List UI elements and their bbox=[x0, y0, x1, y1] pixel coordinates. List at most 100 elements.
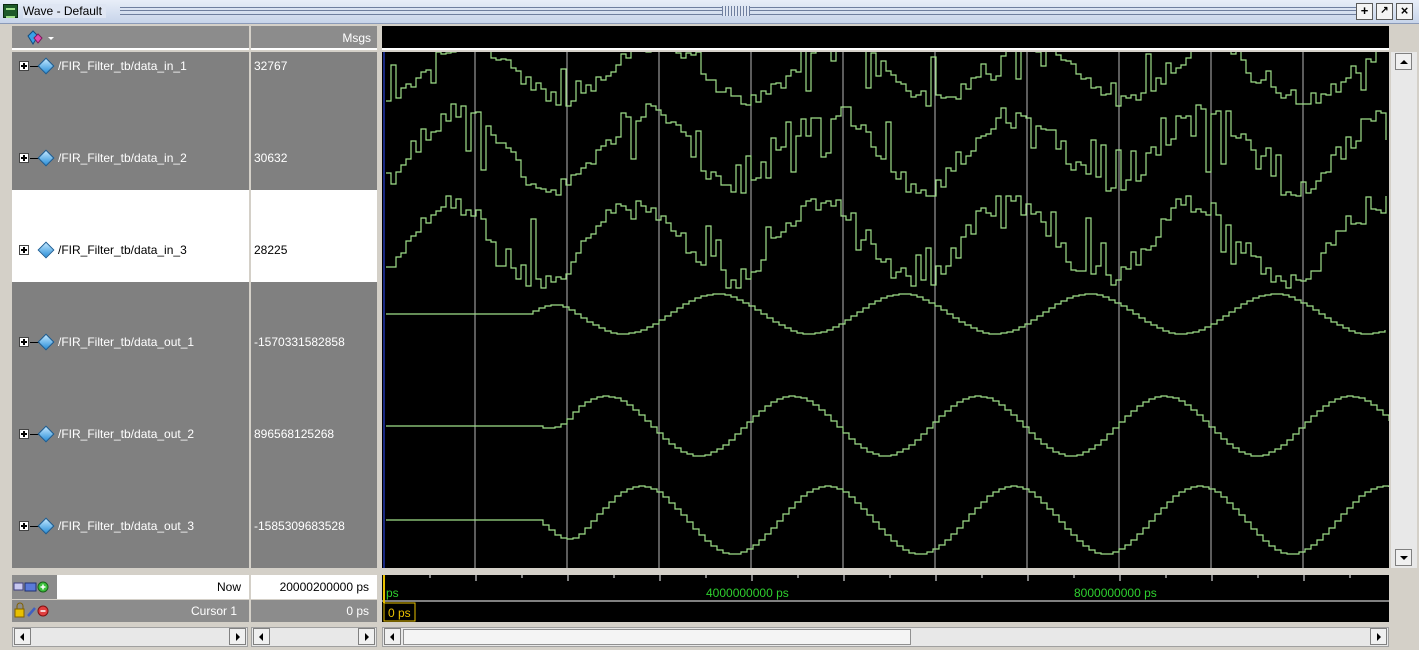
cursor-time-label: 0 ps bbox=[388, 606, 411, 620]
signal-diamond-icon bbox=[37, 517, 55, 535]
signal-waveform[interactable] bbox=[386, 485, 1389, 555]
signal-value: 32767 bbox=[254, 59, 288, 73]
signal-value: 896568125268 bbox=[254, 427, 335, 441]
values-hscroll[interactable] bbox=[251, 627, 377, 647]
signal-waveform[interactable] bbox=[386, 293, 1386, 335]
undock-button[interactable]: ↗ bbox=[1376, 3, 1393, 20]
signal-value: 30632 bbox=[254, 151, 288, 165]
scroll-right-button[interactable] bbox=[1370, 628, 1387, 645]
signal-value-row[interactable]: 28225 bbox=[251, 190, 377, 282]
signal-row[interactable]: /FIR_Filter_tb/data_out_1 bbox=[12, 282, 249, 374]
signal-value-row[interactable]: 30632 bbox=[251, 98, 377, 190]
signal-name: /FIR_Filter_tb/data_out_1 bbox=[58, 335, 195, 349]
arrow-down-icon bbox=[1400, 556, 1408, 560]
arrow-left-icon bbox=[20, 633, 24, 641]
signal-row[interactable]: /FIR_Filter_tb/data_in_3 bbox=[12, 190, 249, 282]
arrow-right-icon bbox=[236, 633, 240, 641]
cursor-label-cell: Cursor 1 bbox=[12, 600, 249, 622]
signal-row[interactable]: /FIR_Filter_tb/data_out_2 bbox=[12, 374, 249, 466]
signal-value-row[interactable]: 32767 bbox=[251, 52, 377, 98]
signal-name: /FIR_Filter_tb/data_in_2 bbox=[58, 151, 187, 165]
window-title: Wave - Default bbox=[23, 4, 106, 18]
signal-value: -1585309683528 bbox=[254, 519, 345, 533]
signal-waveform[interactable] bbox=[386, 103, 1387, 197]
scroll-up-button[interactable] bbox=[1395, 53, 1412, 70]
now-value-cell: 20000200000 ps bbox=[251, 575, 377, 599]
title-bar: Wave - Default + ↗ × bbox=[0, 0, 1419, 24]
signal-row[interactable]: /FIR_Filter_tb/data_out_3 bbox=[12, 466, 249, 558]
arrow-left-icon bbox=[259, 633, 263, 641]
signal-name: /FIR_Filter_tb/data_in_1 bbox=[58, 59, 187, 73]
expand-icon[interactable] bbox=[19, 153, 29, 163]
scroll-left-button[interactable] bbox=[384, 628, 401, 645]
vertical-scrollbar[interactable] bbox=[1391, 52, 1417, 568]
now-icons bbox=[12, 575, 57, 599]
tree-connector bbox=[30, 526, 40, 527]
scroll-left-button[interactable] bbox=[14, 628, 31, 645]
timeline-start-label: ps bbox=[386, 586, 399, 600]
now-toolbar-icons[interactable] bbox=[12, 575, 57, 599]
timeline-ruler[interactable]: ps 4000000000 ps 8000000000 ps 0 ps bbox=[382, 575, 1389, 622]
now-label-cell: Now bbox=[57, 575, 249, 599]
scroll-corner bbox=[1391, 26, 1417, 50]
now-label: Now bbox=[216, 580, 241, 594]
now-value: 20000200000 ps bbox=[279, 580, 369, 594]
expand-icon[interactable] bbox=[19, 61, 29, 71]
dock-handle[interactable] bbox=[722, 6, 750, 16]
cursor-toolbar-icons[interactable] bbox=[12, 600, 57, 622]
signal-name: /FIR_Filter_tb/data_in_3 bbox=[58, 243, 187, 257]
signal-diamond-icon bbox=[37, 149, 55, 167]
wave-header bbox=[382, 26, 1389, 50]
signal-row[interactable]: /FIR_Filter_tb/data_in_1 bbox=[12, 52, 249, 98]
signal-name: /FIR_Filter_tb/data_out_2 bbox=[58, 427, 195, 441]
signal-values-pane: 32767 30632 28225 -1570331582858 89656812526… bbox=[251, 52, 377, 568]
timeline-canvas[interactable]: ps 4000000000 ps 8000000000 ps 0 ps bbox=[382, 575, 1389, 622]
timeline-tick-label: 8000000000 ps bbox=[1074, 586, 1157, 600]
cursor-value-cell: 0 ps bbox=[251, 600, 377, 622]
signal-value: 28225 bbox=[254, 243, 288, 257]
arrow-right-icon bbox=[365, 633, 369, 641]
signal-value: -1570331582858 bbox=[254, 335, 345, 349]
signal-diamond-icon bbox=[37, 57, 55, 75]
timeline-corner bbox=[1389, 575, 1419, 623]
signal-row[interactable]: /FIR_Filter_tb/data_in_2 bbox=[12, 98, 249, 190]
expand-icon[interactable] bbox=[19, 429, 29, 439]
tree-connector bbox=[30, 434, 40, 435]
expand-icon[interactable] bbox=[19, 245, 29, 255]
signal-value-row[interactable]: 896568125268 bbox=[251, 374, 377, 466]
expand-icon[interactable] bbox=[19, 337, 29, 347]
signal-names-pane: /FIR_Filter_tb/data_in_1/FIR_Filter_tb/d… bbox=[12, 52, 249, 568]
signal-value-row[interactable]: -1585309683528 bbox=[251, 466, 377, 558]
names-hscroll[interactable] bbox=[12, 627, 248, 647]
scroll-right-button[interactable] bbox=[229, 628, 246, 645]
chevron-down-icon[interactable] bbox=[48, 37, 54, 40]
horizontal-divider[interactable] bbox=[0, 568, 1419, 575]
signal-group-icon[interactable] bbox=[26, 30, 44, 46]
signal-waveform[interactable] bbox=[386, 195, 1387, 289]
wave-window-icon bbox=[3, 4, 18, 18]
timeline-tick-label: 4000000000 ps bbox=[706, 586, 789, 600]
cursor-time-box[interactable] bbox=[383, 602, 416, 622]
pane-divider[interactable] bbox=[377, 26, 382, 569]
signal-value-row[interactable]: -1570331582858 bbox=[251, 282, 377, 374]
signal-waveform[interactable] bbox=[386, 52, 1386, 107]
pane-divider[interactable] bbox=[249, 26, 251, 569]
arrow-left-icon bbox=[390, 633, 394, 641]
scroll-right-button[interactable] bbox=[358, 628, 375, 645]
scroll-down-button[interactable] bbox=[1395, 549, 1412, 566]
waveform-pane[interactable] bbox=[382, 52, 1389, 568]
scroll-left-button[interactable] bbox=[253, 628, 270, 645]
wave-hscroll-thumb[interactable] bbox=[403, 629, 911, 645]
add-pane-button[interactable]: + bbox=[1356, 3, 1373, 20]
values-header: Msgs bbox=[251, 26, 377, 50]
wave-hscroll[interactable] bbox=[382, 627, 1389, 647]
arrow-right-icon bbox=[1377, 633, 1381, 641]
cursor-label: Cursor 1 bbox=[190, 604, 237, 618]
signal-waveform[interactable] bbox=[386, 395, 1389, 457]
left-margin bbox=[0, 26, 12, 569]
close-button[interactable]: × bbox=[1396, 3, 1413, 20]
expand-icon[interactable] bbox=[19, 521, 29, 531]
tree-connector bbox=[30, 66, 40, 67]
signal-diamond-icon bbox=[37, 241, 55, 259]
waveform-canvas[interactable] bbox=[382, 52, 1389, 568]
